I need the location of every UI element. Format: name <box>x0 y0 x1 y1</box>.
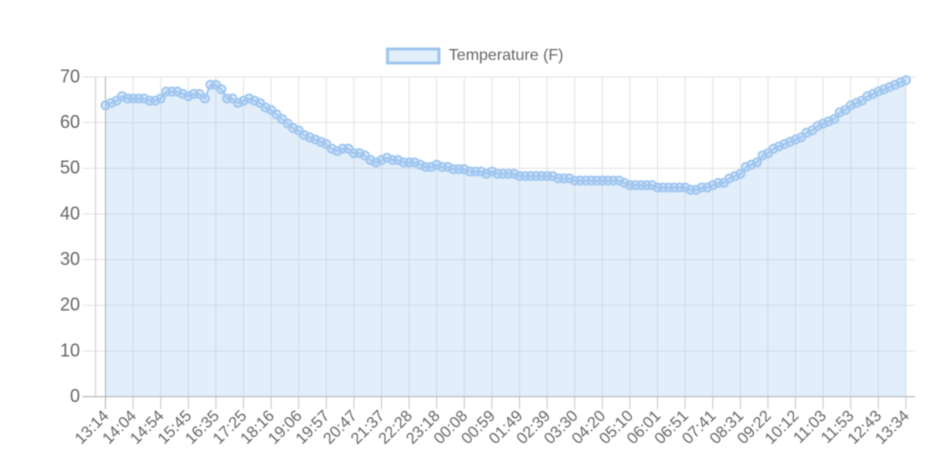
svg-text:Temperature (F): Temperature (F) <box>449 47 564 64</box>
svg-text:40: 40 <box>60 203 80 223</box>
svg-text:20: 20 <box>60 295 80 315</box>
svg-text:50: 50 <box>60 158 80 178</box>
svg-text:0: 0 <box>70 386 80 406</box>
svg-text:30: 30 <box>60 249 80 269</box>
svg-text:10: 10 <box>60 340 80 360</box>
svg-text:60: 60 <box>60 112 80 132</box>
svg-text:70: 70 <box>60 66 80 86</box>
